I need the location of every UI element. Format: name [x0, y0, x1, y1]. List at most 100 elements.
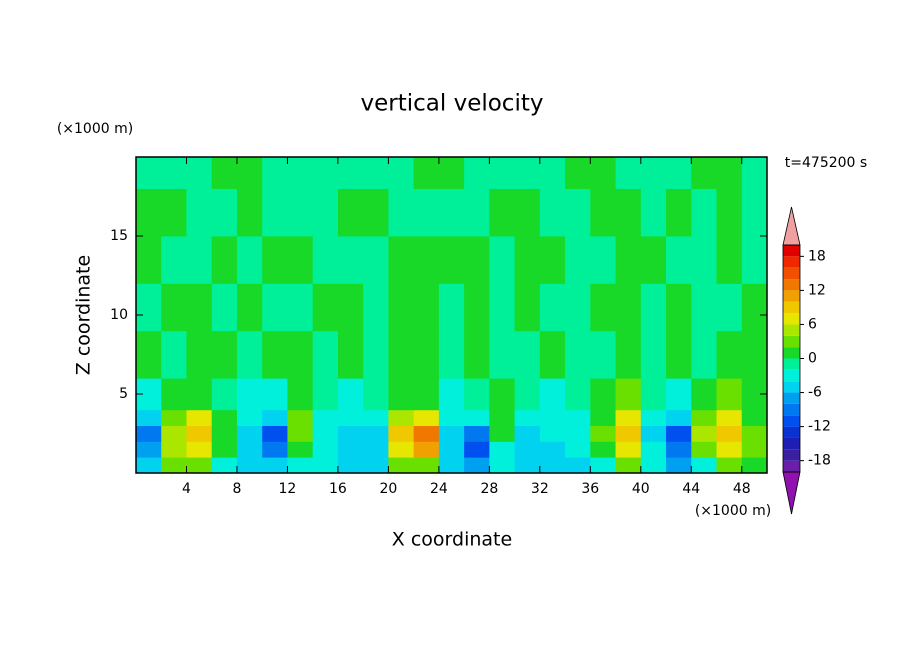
field-cell: [514, 236, 541, 284]
colorbar-band: [783, 437, 800, 450]
field-cell: [388, 378, 415, 411]
field-cell: [464, 409, 490, 426]
axes: 4 8 12 16 20 24 28 32 36 40 44 4851015-18-12-606121…: [110, 156, 831, 515]
field-cell: [337, 441, 364, 458]
field-cell: [741, 409, 768, 426]
field-cell: [262, 236, 288, 284]
field-cell: [590, 378, 616, 411]
field-cell: [312, 236, 339, 284]
colorbar-tick-label: -12: [808, 419, 831, 435]
field-cell: [438, 378, 465, 411]
field-cell: [489, 425, 515, 442]
field-cell: [287, 425, 314, 442]
field-cell: [539, 188, 566, 237]
field-cell: [262, 457, 288, 474]
field-cell: [565, 457, 591, 474]
x-tick-label: 24: [430, 481, 448, 497]
field-cell: [136, 157, 162, 189]
field-cell: [514, 157, 541, 189]
field-cell: [691, 157, 717, 189]
field-cell: [413, 283, 440, 332]
field-cell: [590, 409, 616, 426]
field-cell: [312, 425, 339, 442]
field-cell: [716, 457, 743, 474]
colorbar-tick-label: 6: [808, 316, 817, 332]
field-cell: [590, 188, 616, 237]
field-cell: [186, 441, 213, 458]
field-cell: [236, 188, 263, 237]
field-cell: [388, 425, 415, 442]
x-tick-label: 32: [531, 481, 549, 497]
field-cell: [489, 157, 515, 189]
field-cell: [388, 236, 415, 284]
field-cell: [413, 157, 440, 189]
field-cell: [489, 441, 515, 458]
field-cell: [640, 157, 667, 189]
field-cell: [312, 188, 339, 237]
colorbar-band: [783, 392, 800, 404]
colorbar-band: [783, 267, 800, 280]
field-cell: [186, 378, 213, 411]
field-cell: [565, 441, 591, 458]
field-cell: [741, 236, 768, 284]
field-cell: [136, 409, 162, 426]
field-cell: [539, 330, 566, 379]
field-cell: [640, 283, 667, 332]
field-cell: [186, 457, 213, 474]
field-cell: [363, 188, 389, 237]
field-cell: [716, 188, 743, 237]
colorbar-band: [783, 313, 800, 325]
field-cell: [464, 330, 490, 379]
y-axis-label: Z coordinate: [73, 255, 95, 375]
field-cell: [741, 157, 768, 189]
field-cell: [590, 157, 616, 189]
field-cell: [565, 283, 591, 332]
field-cell: [539, 457, 566, 474]
field-cell: [236, 157, 263, 189]
colorbar-band: [783, 245, 800, 257]
field-cell: [464, 188, 490, 237]
colorbar-band: [783, 460, 800, 472]
field-cell: [186, 236, 213, 284]
field-cell: [590, 330, 616, 379]
colorbar-band: [783, 301, 800, 314]
field-cell: [640, 378, 667, 411]
field-cell: [666, 457, 692, 474]
colorbar-band: [783, 403, 800, 416]
field-cell: [363, 409, 389, 426]
field-cell: [136, 441, 162, 458]
field-cell: [363, 378, 389, 411]
field-cell: [262, 409, 288, 426]
field-cell: [438, 425, 465, 442]
colorbar-band: [783, 347, 800, 359]
field-cell: [211, 409, 238, 426]
field-cell: [691, 378, 717, 411]
field-cell: [590, 283, 616, 332]
field-cell: [741, 188, 768, 237]
field-cell: [363, 236, 389, 284]
field-cell: [741, 283, 768, 332]
field-cell: [337, 330, 364, 379]
field-cell: [211, 457, 238, 474]
field-cell: [489, 188, 515, 237]
x-tick-label: 40: [632, 481, 650, 497]
field-cell: [666, 157, 692, 189]
field-cell: [514, 425, 541, 442]
field-cell: [691, 441, 717, 458]
field-cell: [312, 441, 339, 458]
field-cell: [640, 409, 667, 426]
field-cell: [388, 283, 415, 332]
field-cell: [539, 378, 566, 411]
field-cell: [337, 457, 364, 474]
field-cell: [716, 157, 743, 189]
field-cell: [337, 409, 364, 426]
field-cell: [489, 236, 515, 284]
field-cell: [236, 378, 263, 411]
field-cell: [287, 157, 314, 189]
field-cell: [489, 457, 515, 474]
x-tick-label: 20: [379, 481, 397, 497]
field-cell: [514, 409, 541, 426]
colorbar-band: [783, 358, 800, 370]
field-cell: [337, 378, 364, 411]
y-tick-label: 5: [119, 386, 128, 402]
